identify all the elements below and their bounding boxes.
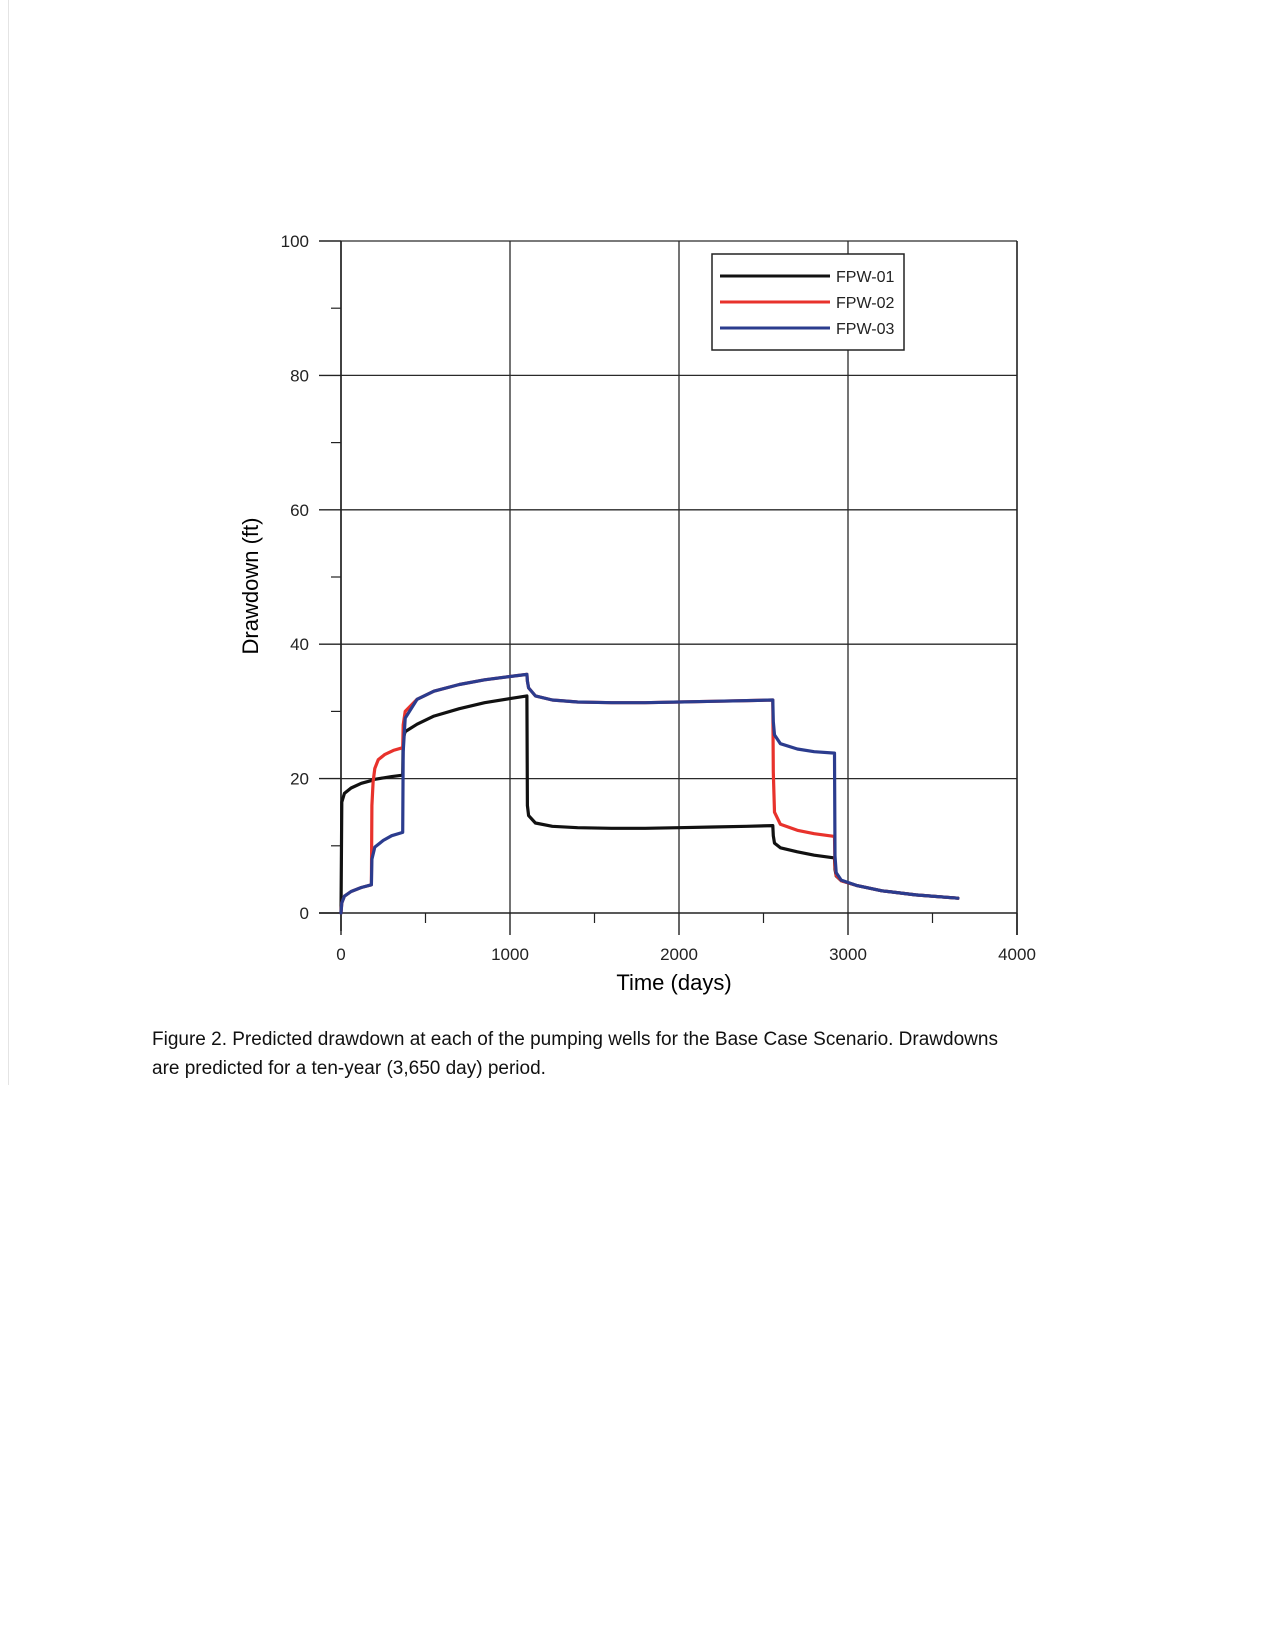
series-layer — [339, 672, 960, 915]
legend-label-fpw-01: FPW-01 — [836, 269, 894, 286]
y-axis-label: Drawdown (ft) — [238, 518, 263, 655]
y-tick-label-100: 100 — [281, 232, 309, 251]
series-line-fpw-02 — [339, 672, 960, 915]
series-line-fpw-03 — [339, 672, 960, 915]
legend: FPW-01 FPW-02 FPW-03 — [711, 253, 905, 351]
x-tick-label-4000: 4000 — [998, 945, 1036, 964]
caption-line-2: are predicted for a ten-year (3,650 day)… — [152, 1058, 546, 1079]
figure-caption: Figure 2. Predicted drawdown at each of … — [152, 1025, 1142, 1083]
x-tick-label-1000: 1000 — [491, 945, 529, 964]
series-line-fpw-01 — [339, 694, 960, 915]
caption-line-1: Figure 2. Predicted drawdown at each of … — [152, 1029, 998, 1050]
x-tick-label-2000: 2000 — [660, 945, 698, 964]
y-tick-label-0: 0 — [300, 904, 309, 923]
y-tick-label-60: 60 — [290, 501, 309, 520]
grid-layer — [319, 240, 1018, 935]
page-edge-line — [8, 0, 9, 1085]
x-tick-label-3000: 3000 — [829, 945, 867, 964]
y-tick-label-20: 20 — [290, 770, 309, 789]
x-tick-label-0: 0 — [336, 945, 345, 964]
y-tick-label-40: 40 — [290, 635, 309, 654]
legend-label-fpw-03: FPW-03 — [836, 321, 894, 338]
legend-label-fpw-02: FPW-02 — [836, 295, 894, 312]
x-axis-label: Time (days) — [616, 970, 731, 995]
y-tick-label-80: 80 — [290, 366, 309, 385]
